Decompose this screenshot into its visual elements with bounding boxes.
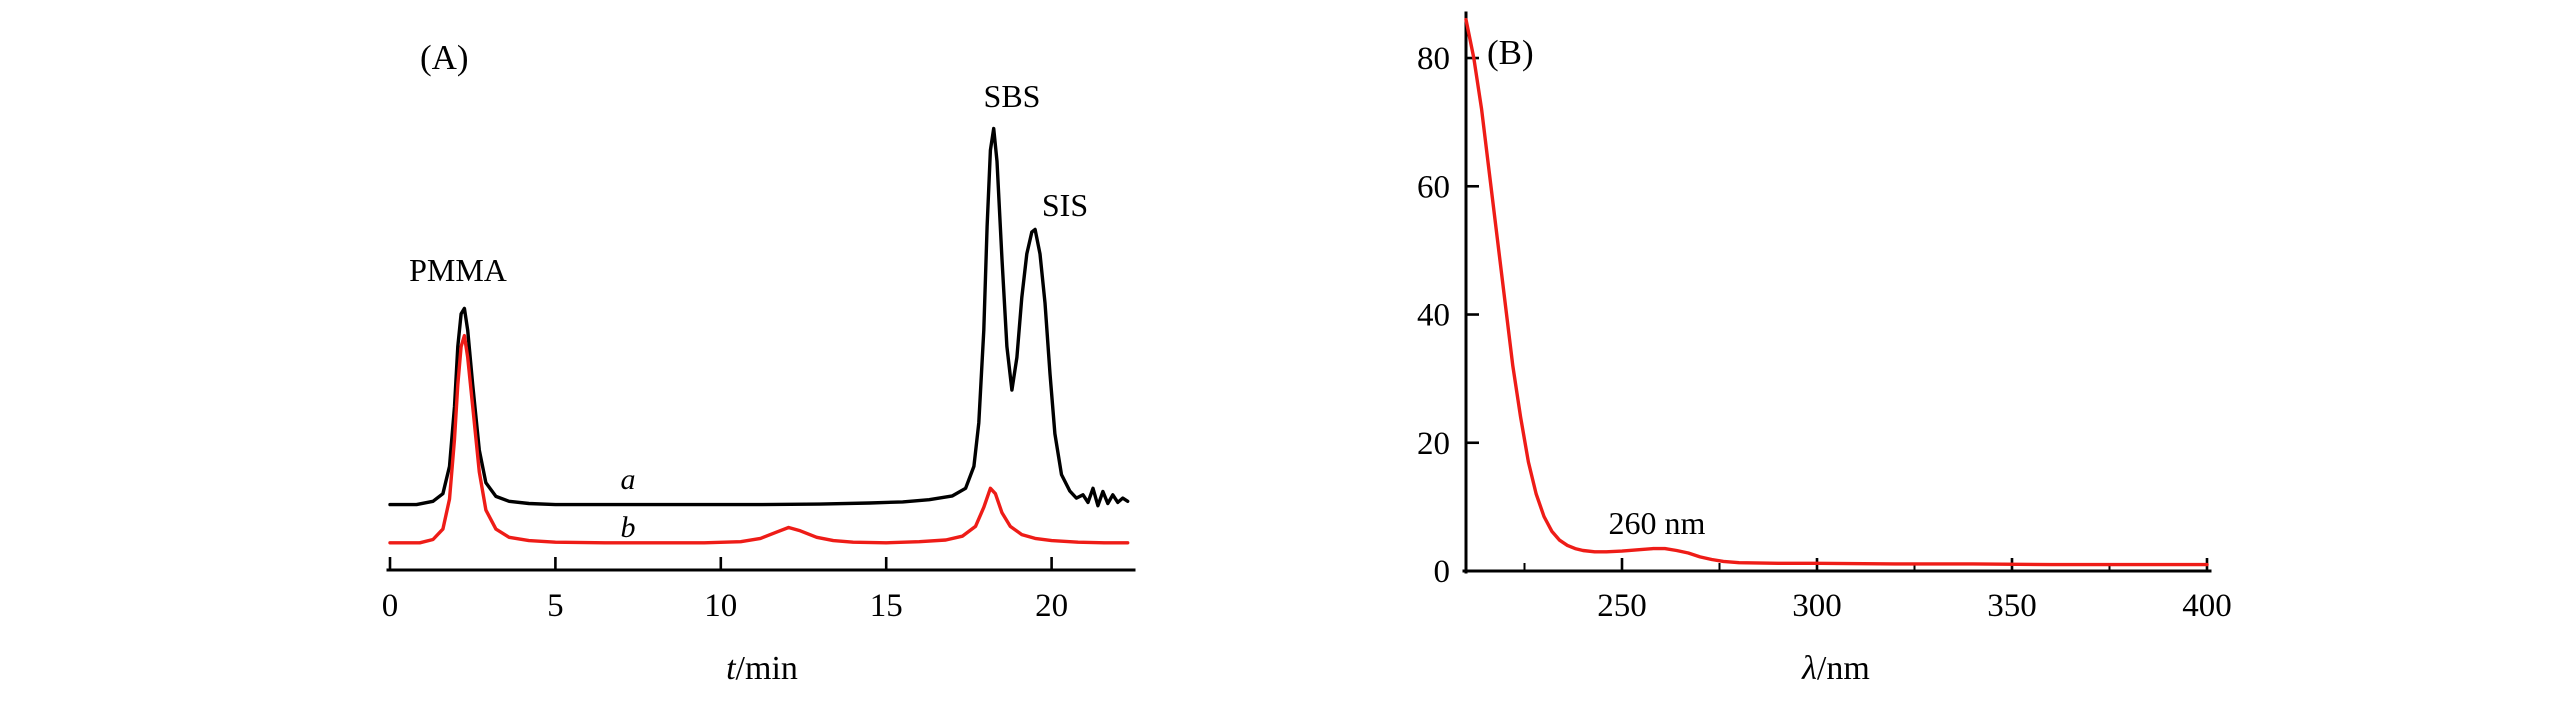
panel-a-label: (A) [420, 38, 469, 77]
series-b-label: b [621, 511, 636, 544]
peak-label-sbs: SBS [984, 78, 1041, 114]
x-axis-label-a: t/min [726, 650, 798, 687]
series-b-curve [388, 333, 1130, 545]
peak-label-sis: SIS [1042, 187, 1088, 223]
panel-b-uv-spectrum: 250 300 350 400 0 20 40 60 80 [1417, 11, 2232, 624]
x-tick-label: 20 [1035, 588, 1068, 624]
annotation-260nm: 260 nm [1609, 505, 1706, 541]
y-tick-label: 20 [1417, 426, 1450, 462]
x-tick-label: 10 [704, 588, 737, 624]
x-tick-label: 350 [1987, 588, 2037, 624]
y-tick-label: 80 [1417, 41, 1450, 77]
x-tick-label: 0 [382, 588, 399, 624]
x-tick-label: 5 [547, 588, 564, 624]
panel-b-label: (B) [1487, 33, 1534, 72]
y-tick-label: 40 [1417, 298, 1450, 334]
x-tick-label: 250 [1597, 588, 1647, 624]
y-tick-label: 60 [1417, 169, 1450, 205]
x-axis-label-b: λ/nm [1801, 650, 1870, 687]
peak-label-pmma: PMMA [409, 252, 507, 288]
x-tick-label: 300 [1792, 588, 1842, 624]
y-tick-label: 0 [1434, 554, 1451, 590]
x-tick-label: 15 [870, 588, 903, 624]
series-absorbance-curve [1464, 17, 2209, 567]
x-tick-label: 400 [2182, 588, 2232, 624]
series-a-curve [388, 126, 1130, 508]
series-a-label: a [621, 463, 636, 496]
panel-a-chromatogram: 0 5 10 15 20 [382, 126, 1136, 624]
